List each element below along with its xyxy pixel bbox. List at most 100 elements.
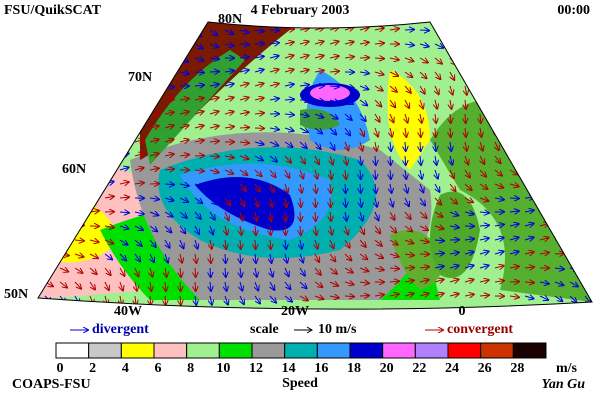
- wind-arrow: [195, 253, 196, 263]
- wind-arrow: [524, 210, 534, 212]
- wind-arrow: [119, 212, 129, 213]
- colorbar-tick-label: 4: [122, 361, 129, 376]
- wind-arrow: [419, 71, 426, 78]
- wind-arrow: [104, 167, 114, 170]
- wind-arrow: [375, 211, 379, 220]
- wind-arrow: [374, 239, 382, 246]
- wind-arrow: [90, 43, 91, 53]
- wind-arrow: [239, 156, 248, 159]
- wind-arrow: [239, 83, 249, 86]
- wind-arrow: [389, 29, 399, 30]
- wind-arrow: [254, 98, 264, 100]
- wind-arrow: [194, 184, 203, 187]
- wind-arrow: [480, 113, 481, 123]
- wind-arrow: [375, 155, 376, 165]
- wind-arrow: [314, 70, 324, 72]
- wind-arrow: [540, 113, 544, 122]
- wind-arrow: [119, 197, 129, 198]
- wind-arrow: [554, 295, 562, 301]
- wind-arrow: [269, 295, 276, 303]
- wind-arrow: [149, 239, 156, 247]
- wind-arrow: [165, 267, 167, 277]
- wind-arrow: [44, 127, 52, 133]
- wind-arrow: [374, 72, 384, 75]
- wind-arrow: [284, 155, 291, 163]
- wind-arrow: [38, 196, 39, 198]
- wind-arrow: [164, 112, 174, 114]
- wind-arrow: [435, 183, 439, 192]
- wind-arrow: [74, 128, 84, 131]
- wind-arrow: [359, 42, 369, 44]
- wind-arrow: [74, 254, 84, 257]
- wind-arrow: [239, 169, 247, 175]
- wind-arrow: [89, 240, 99, 242]
- wind-arrow: [179, 225, 185, 233]
- wind-arrow: [554, 282, 563, 285]
- wind-arrow: [314, 100, 324, 101]
- wind-arrow: [555, 71, 556, 81]
- wind-arrow: [554, 268, 564, 269]
- wind-arrow: [449, 197, 457, 204]
- wind-arrow: [225, 295, 228, 305]
- colorbar-box: [447, 342, 482, 359]
- wind-arrow: [135, 43, 139, 52]
- wind-arrow: [150, 29, 153, 38]
- wind-arrow: [375, 197, 377, 207]
- wind-arrow: [60, 57, 61, 67]
- wind-arrow: [195, 225, 199, 234]
- wind-arrow: [450, 169, 454, 178]
- wind-arrow: [134, 100, 144, 102]
- wind-arrow: [540, 43, 542, 53]
- wind-arrow: [284, 295, 292, 302]
- wind-arrow: [89, 99, 97, 105]
- wind-arrow: [45, 43, 46, 53]
- wind-arrow: [285, 211, 286, 221]
- legend-scale: scale: [250, 322, 279, 337]
- wind-arrow: [509, 252, 519, 254]
- wind-arrow: [404, 294, 414, 296]
- wind-arrow: [494, 251, 504, 254]
- wind-arrow: [390, 127, 392, 137]
- wind-arrow: [449, 43, 457, 49]
- wind-arrow: [554, 209, 564, 212]
- wind-arrow: [240, 197, 244, 206]
- wind-arrow: [525, 99, 526, 109]
- wind-arrow: [44, 224, 54, 226]
- wind-arrow: [524, 184, 534, 185]
- wind-arrow: [390, 211, 395, 220]
- wind-arrow: [449, 252, 459, 254]
- wind-arrow: [38, 238, 39, 240]
- wind-arrow: [524, 237, 534, 240]
- wind-arrow: [359, 268, 368, 271]
- wind-arrow: [149, 168, 159, 170]
- wind-arrow: [419, 197, 425, 205]
- wind-arrow: [389, 225, 396, 232]
- wind-arrow: [299, 296, 308, 300]
- wind-arrow: [209, 156, 219, 157]
- wind-arrow: [405, 155, 406, 165]
- wind-arrow: [179, 43, 187, 50]
- wind-arrow: [44, 182, 54, 184]
- wind-arrow: [104, 154, 114, 156]
- wind-arrow: [480, 57, 484, 66]
- wind-arrow: [149, 139, 159, 142]
- wind-arrow: [524, 155, 532, 161]
- wind-arrow: [344, 113, 352, 120]
- wind-arrow: [284, 114, 294, 115]
- wind-arrow: [89, 168, 99, 170]
- wind-arrow: [464, 198, 473, 202]
- wind-arrow: [405, 113, 408, 123]
- wind-arrow: [59, 224, 69, 226]
- wind-arrow: [119, 71, 126, 79]
- wind-arrow: [120, 267, 125, 276]
- wind-arrow: [194, 140, 204, 142]
- wind-arrow: [449, 183, 456, 191]
- wind-arrow: [210, 239, 212, 249]
- wind-arrow: [450, 127, 451, 137]
- wind-arrow: [465, 85, 467, 95]
- wind-arrow: [239, 97, 249, 100]
- wind-arrow: [585, 43, 586, 53]
- wind-arrow: [345, 211, 347, 221]
- wind-arrow: [90, 57, 92, 67]
- wind-arrow: [344, 86, 354, 88]
